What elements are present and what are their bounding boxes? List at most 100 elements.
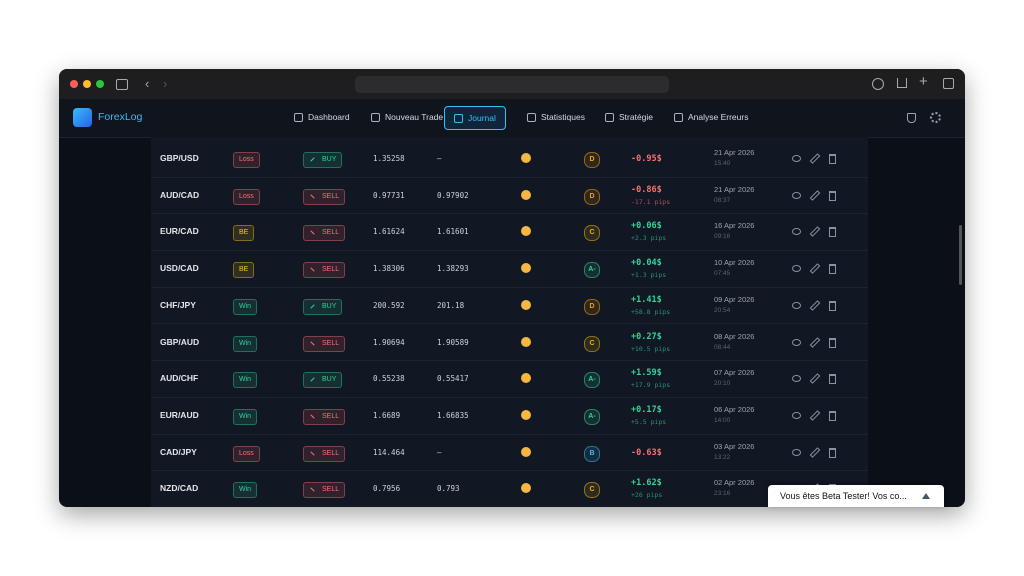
trade-row: GBP/USD Loss BUY 1.35258 – D -0.95$ 21 Apr 2026…	[151, 140, 868, 178]
edit-button[interactable]	[809, 373, 821, 384]
direction-arrow	[310, 487, 315, 492]
settings-icon[interactable]	[930, 112, 941, 123]
edit-button[interactable]	[809, 226, 821, 238]
pips: +10.5 pips	[631, 344, 671, 353]
view-button[interactable]	[792, 411, 801, 419]
direction-arrow	[310, 157, 315, 162]
direction-badge: SELL	[303, 188, 346, 205]
edit-button[interactable]	[809, 446, 821, 458]
edit-button[interactable]	[809, 189, 821, 201]
edit-button[interactable]	[809, 336, 821, 348]
pips: -17.1 pips	[631, 197, 671, 206]
pnl: -0.95$	[631, 154, 662, 164]
pips: +5.5 pips	[631, 417, 667, 426]
toast-expand[interactable]	[922, 493, 930, 499]
app-name[interactable]: ForexLog	[98, 111, 143, 123]
trade-row: EUR/CAD BE SELL 1.61624 1.61601 C +0.06$ +2.3 p…	[151, 213, 868, 252]
view-button[interactable]	[792, 265, 801, 273]
view-button[interactable]	[792, 338, 801, 346]
minimize-button[interactable]	[83, 80, 91, 88]
nav-item[interactable]: Dashboard	[294, 106, 350, 128]
back-button[interactable]: ‹	[145, 76, 150, 91]
delete-button[interactable]	[829, 447, 836, 458]
entry-price: 0.97731	[373, 190, 405, 200]
close-button[interactable]	[70, 80, 78, 88]
nav-label: Nouveau Trade	[385, 112, 444, 122]
nav-icon	[674, 113, 683, 122]
direction-arrow	[310, 267, 315, 272]
view-button[interactable]	[792, 228, 801, 236]
edit-button[interactable]	[809, 263, 821, 274]
grade-badge: C	[584, 225, 600, 242]
view-button[interactable]	[792, 301, 801, 309]
delete-button[interactable]	[829, 300, 836, 311]
trade-row: CAD/JPY Loss SELL 114.464 – B -0.63$ 03 Apr 202…	[151, 434, 868, 472]
delete-button[interactable]	[829, 337, 836, 348]
direction-badge: SELL	[303, 445, 346, 462]
pair: AUD/CHF	[160, 373, 199, 384]
nav-icon	[371, 113, 380, 122]
status-badge: Win	[233, 335, 258, 352]
zoom-button[interactable]	[96, 80, 104, 88]
direction-arrow	[310, 340, 315, 346]
delete-button[interactable]	[829, 410, 836, 421]
view-button[interactable]	[792, 375, 801, 383]
grade-badge: C	[584, 335, 600, 352]
exit-price: 1.66835	[437, 410, 469, 420]
nav-item[interactable]: Nouveau Trade	[371, 106, 443, 128]
pair: GBP/USD	[160, 153, 199, 163]
pair: USD/CAD	[160, 263, 199, 274]
edit-button[interactable]	[809, 410, 821, 421]
pnl: +1.62$	[631, 478, 662, 489]
nav-label: Dashboard	[308, 112, 350, 122]
delete-button[interactable]	[829, 190, 836, 201]
edit-button[interactable]	[809, 299, 821, 311]
scrollbar	[959, 225, 962, 285]
status-badge: Loss	[233, 188, 260, 205]
status-badge: Win	[233, 408, 258, 425]
time: 08:37	[714, 196, 731, 204]
delete-button[interactable]	[829, 374, 836, 385]
pair: EUR/AUD	[160, 409, 199, 420]
entry-price: 1.6689	[373, 410, 401, 420]
view-button[interactable]	[792, 448, 801, 456]
direction-badge: BUY	[303, 372, 343, 389]
view-button[interactable]	[792, 191, 801, 199]
beta-toast[interactable]: Vous êtes Beta Tester! Vos co...	[768, 485, 944, 507]
exit-price: 201.18	[437, 300, 465, 310]
app-logo[interactable]	[73, 108, 92, 127]
nav-item[interactable]: Journal	[444, 106, 506, 130]
date: 07 Apr 2026	[714, 368, 755, 378]
downloads-button[interactable]	[872, 78, 884, 90]
tabs-button[interactable]	[943, 78, 954, 89]
pnl: +0.27$	[631, 331, 662, 342]
delete-button[interactable]	[829, 227, 836, 238]
status-badge: BE	[233, 262, 255, 279]
nav-item[interactable]: Analyse Erreurs	[674, 106, 748, 128]
forward-button[interactable]: ›	[163, 76, 168, 91]
pips: +58.8 pips	[631, 307, 671, 316]
view-button[interactable]	[792, 155, 801, 162]
entry-price: 114.464	[373, 447, 405, 457]
address-bar[interactable]	[355, 76, 669, 93]
time: 09:16	[714, 233, 731, 241]
share-button[interactable]	[897, 78, 907, 88]
direction-badge: SELL	[303, 262, 346, 279]
new-tab-button[interactable]: +	[919, 73, 928, 90]
entry-price: 200.592	[373, 300, 405, 310]
browser-window: ‹ › + ForexLog Dashboard Nouveau Trade Jou…	[59, 69, 965, 507]
date: 21 Apr 2026	[714, 184, 755, 194]
nav-icon	[605, 113, 614, 122]
delete-button[interactable]	[829, 154, 836, 164]
nav-item[interactable]: Statistiques	[527, 106, 585, 128]
security-icon[interactable]	[907, 113, 916, 123]
nav-item[interactable]: Stratégie	[605, 106, 653, 128]
date: 16 Apr 2026	[714, 221, 755, 231]
edit-button[interactable]	[809, 153, 821, 164]
emotion-icon	[521, 153, 531, 163]
trades-table: GBP/USD Loss BUY 1.35258 – D -0.95$ 21 Apr 2026…	[151, 137, 868, 507]
nav-label: Stratégie	[619, 112, 654, 122]
delete-button[interactable]	[829, 264, 836, 275]
date: 03 Apr 2026	[714, 441, 755, 451]
sidebar-toggle[interactable]	[116, 79, 128, 90]
